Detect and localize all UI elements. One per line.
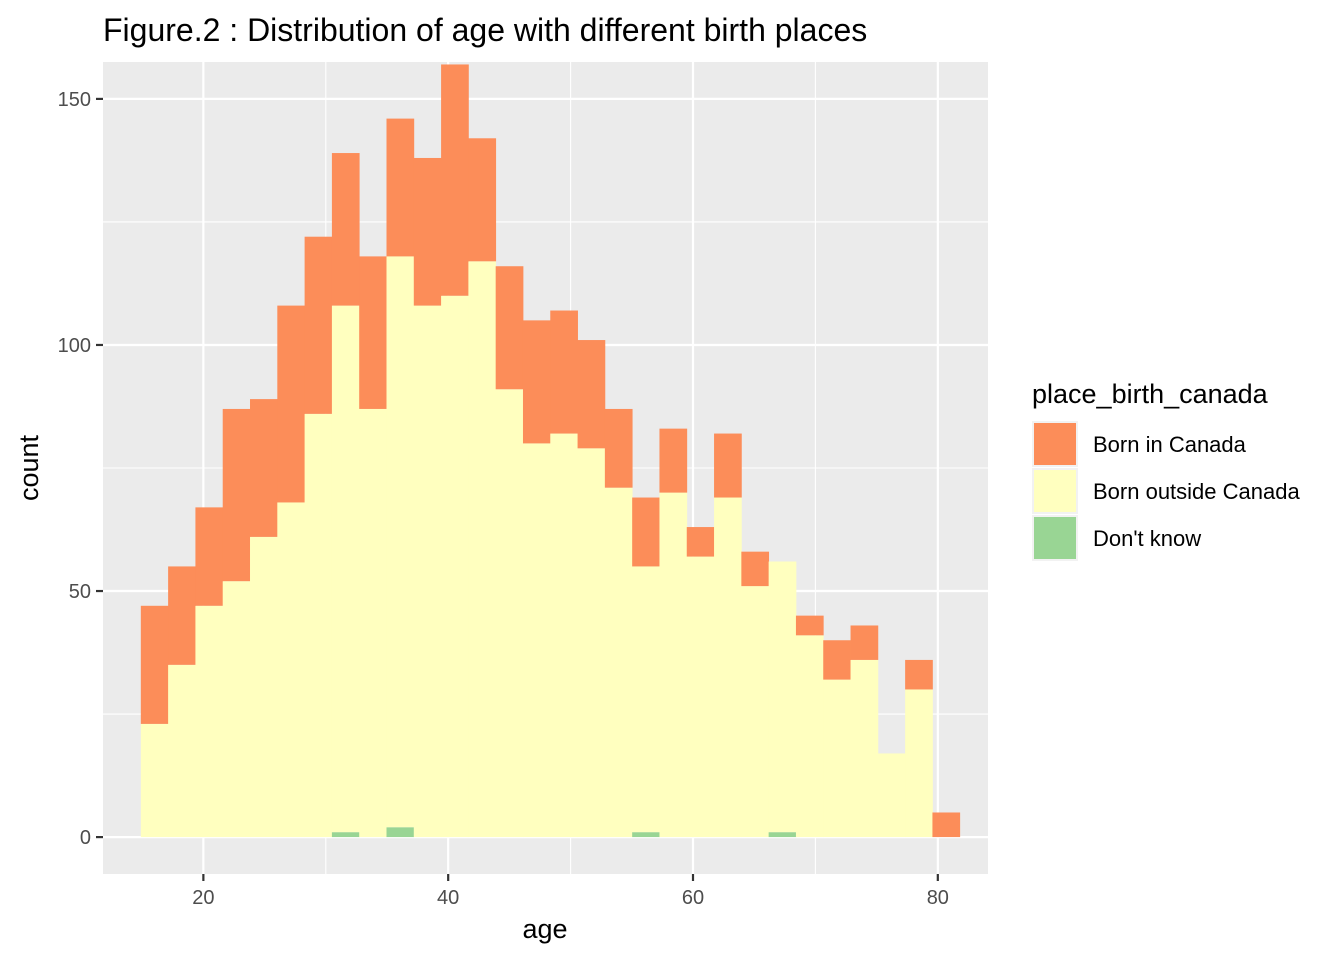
chart-title: Figure.2 : Distribution of age with diff… [103,12,867,48]
bar-segment [413,305,442,838]
bar-segment [386,118,415,257]
x-tick-label: 60 [682,887,704,909]
bar-segment [386,827,415,838]
legend-swatch [1034,517,1076,559]
bar-segment [331,305,360,833]
bar-segment [222,581,251,838]
bar-segment [277,502,306,838]
y-tick-label: 100 [58,335,91,357]
bar-segment [441,295,469,838]
bar-segment [768,561,797,833]
bar-segment [659,492,688,838]
bar-segment [632,566,660,833]
bar-segment [714,497,742,838]
bar-segment [522,443,551,838]
x-tick-label: 20 [192,887,214,909]
bar-segment [741,586,770,838]
bar-segment [195,507,224,606]
legend-items: Born in Canada Born outside Canada Don't k… [1032,421,1300,561]
bar-segment [386,256,415,828]
legend-label: Don't know [1093,526,1201,551]
bar-segment [495,266,524,390]
x-tick-label: 80 [927,887,949,909]
bar-segment [795,615,824,636]
bar-segment [522,320,551,444]
bar-segment [905,659,933,690]
x-axis-title: age [522,914,567,944]
bar-segment [359,408,387,838]
bar-segment [714,433,742,498]
y-tick-label: 150 [58,89,91,111]
legend-label: Born outside Canada [1093,479,1300,504]
y-tick-label: 50 [69,581,91,603]
bar-segment [604,408,633,488]
bar-segment [140,605,169,724]
legend-title: place_birth_canada [1032,379,1269,409]
bar-segment [304,413,333,838]
bar-segment [659,428,688,493]
bar-segment [304,236,333,414]
bar-segment [331,153,360,306]
bar-segment [550,310,578,434]
legend-swatch [1034,470,1076,512]
bar-segment [413,157,442,306]
bar-segment [686,556,715,838]
bar-segment [741,551,770,587]
bar-segment [277,305,306,503]
bar-segment [441,64,469,296]
y-tick-label: 0 [80,827,91,849]
bar-segment [577,448,606,838]
bar-segment [932,812,961,838]
bar-segment [222,408,251,582]
x-axis: 20 40 60 80 [192,874,949,909]
bar-segment [359,256,387,409]
bar-segment [250,399,278,537]
bar-segment [850,659,879,838]
histogram-bars [140,64,961,838]
bar-segment [168,566,196,665]
bar-segment [195,605,224,838]
bar-segment [468,261,497,838]
bar-segment [140,723,169,838]
bar-segment [823,679,851,838]
bar-segment [850,625,879,660]
bar-segment [632,497,660,567]
bar-segment [331,832,360,838]
bar-segment [632,832,660,838]
bar-segment [877,753,906,838]
bar-segment [686,527,715,557]
bar-segment [795,635,824,838]
bar-segment [823,640,851,680]
bar-segment [768,832,797,838]
bar-segment [495,389,524,838]
bar-segment [604,487,633,838]
bar-segment [168,664,196,838]
bar-segment [905,689,933,838]
bar-segment [550,433,578,838]
bar-segment [468,138,497,262]
legend-label: Born in Canada [1093,432,1247,457]
legend: place_birth_canada Born in Canada Born ou… [1032,379,1300,561]
legend-swatch [1034,423,1076,465]
y-axis: 0 50 100 150 [58,89,103,849]
x-tick-label: 40 [437,887,459,909]
y-axis-title: count [14,434,44,501]
bar-segment [577,340,606,449]
bar-segment [250,536,278,838]
